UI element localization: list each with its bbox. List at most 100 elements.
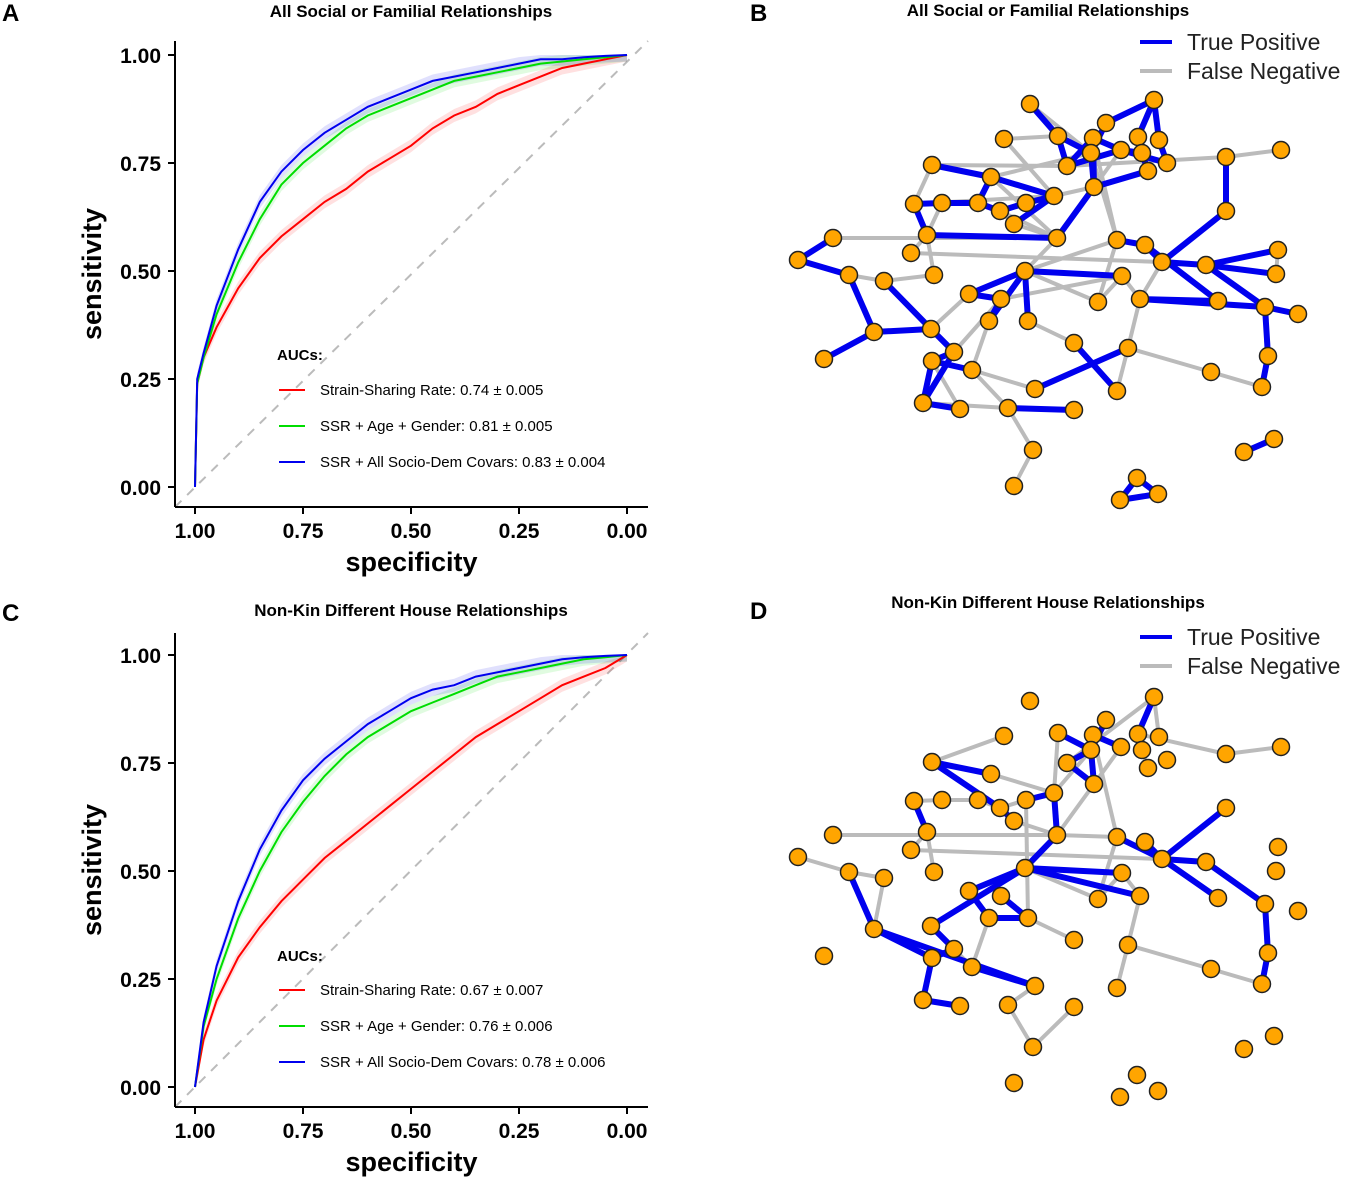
network-node: [1130, 289, 1150, 309]
network-node: [1138, 161, 1158, 181]
y-tick-label: 0.75: [120, 753, 161, 776]
network-node: [1271, 140, 1291, 160]
edge-false-negative: [1000, 274, 1123, 301]
x-tick-label: 0.25: [499, 520, 540, 543]
network-node: [1128, 724, 1148, 744]
legend-false-negative-b: False Negative: [1187, 58, 1340, 84]
network-node: [1081, 143, 1101, 163]
chart-title-c: Non-Kin Different House Relationships: [254, 601, 568, 620]
edge-true-positive: [1205, 247, 1279, 268]
network-node: [1047, 825, 1067, 845]
edge-true-positive: [931, 162, 992, 180]
network-node: [823, 228, 843, 248]
network-node: [1148, 484, 1168, 504]
edge-true-positive: [971, 964, 1036, 989]
edge-false-negative: [971, 368, 1036, 391]
network-node: [1018, 908, 1038, 928]
edge-false-negative: [990, 772, 1055, 795]
network-node: [1118, 935, 1138, 955]
network-node: [864, 919, 884, 939]
network-node: [814, 946, 834, 966]
network-node: [959, 881, 979, 901]
edge-false-negative: [1096, 239, 1119, 303]
edge-true-positive: [1007, 405, 1075, 413]
network-panel-b: B All Social or Familial Relationships T…: [750, 0, 1340, 510]
network-node: [998, 398, 1018, 418]
network-node: [1023, 1037, 1043, 1057]
y-tick-label: 0.00: [120, 1077, 161, 1100]
network-node: [1112, 863, 1132, 883]
edge-false-negative: [931, 734, 1005, 764]
network-node: [932, 193, 952, 213]
network-node: [950, 996, 970, 1016]
network-node: [922, 752, 942, 772]
network-node: [1112, 266, 1132, 286]
network-node: [1288, 901, 1308, 921]
y-tick-label: 0.00: [120, 477, 161, 500]
network-node: [1111, 140, 1131, 160]
panel-letter-d: D: [750, 598, 767, 625]
legend-false-negative-d: False Negative: [1187, 653, 1340, 679]
network-node: [990, 798, 1010, 818]
edge-true-positive: [990, 174, 1055, 199]
network-node: [1047, 228, 1067, 248]
network-node: [864, 322, 884, 342]
roc-curve-series-3: [194, 54, 628, 488]
network-node: [1083, 725, 1103, 745]
legend-entry-series-3: SSR + All Socio-Dem Covars: 0.83 ± 0.004: [320, 454, 605, 471]
network-node: [1255, 297, 1275, 317]
edge-false-negative: [1127, 346, 1212, 374]
x-tick-label: 0.50: [391, 1120, 432, 1143]
network-node: [998, 995, 1018, 1015]
network-node: [1135, 832, 1155, 852]
edge-true-positive: [1204, 859, 1267, 907]
edge-true-positive: [881, 278, 934, 332]
roc-curves-a: 0.00 0.25 0.50 0.75 1.00 1.00 0.75 0.50 0.25 0.00…: [77, 40, 649, 577]
x-tick-label: 1.00: [175, 1120, 216, 1143]
network-node: [1023, 440, 1043, 460]
y-tick-label: 0.25: [120, 969, 161, 992]
edge-true-positive: [1093, 168, 1149, 190]
edge-false-negative: [1056, 833, 1118, 839]
roc-curve-series-1: [194, 54, 628, 488]
edge-true-positive: [873, 326, 932, 335]
edge-true-positive: [1054, 185, 1097, 240]
edge-true-positive: [822, 329, 876, 362]
chart-title-a: All Social or Familial Relationships: [270, 2, 552, 21]
confidence-band-1: [195, 55, 627, 487]
network-node: [1111, 737, 1131, 757]
network-node: [922, 155, 942, 175]
network-node: [1148, 1081, 1168, 1101]
network-node: [1266, 264, 1286, 284]
network-node: [922, 351, 942, 371]
network-node: [904, 791, 924, 811]
network-node: [994, 129, 1014, 149]
edge-true-positive: [1033, 345, 1130, 392]
edge-true-positive: [1204, 262, 1267, 310]
network-node: [1048, 126, 1068, 146]
edge-false-negative: [999, 209, 1058, 240]
network-node: [1015, 261, 1035, 281]
roc-curve-series-2: [194, 654, 628, 1088]
x-axis-title: specificity: [345, 1147, 477, 1177]
y-tick-label: 1.00: [120, 645, 161, 668]
legend-entry-series-1: Strain-Sharing Rate: 0.67 ± 0.007: [320, 982, 543, 999]
network-node: [839, 265, 859, 285]
edge-false-negative: [1031, 1005, 1076, 1049]
edge-true-positive: [929, 865, 1027, 929]
x-tick-label: 0.75: [283, 1120, 324, 1143]
x-tick-label: 0.00: [607, 520, 648, 543]
network-node: [1081, 740, 1101, 760]
x-tick-label: 1.00: [175, 520, 216, 543]
roc-curves-c: 0.00 0.25 0.50 0.75 1.00 1.00 0.75 0.50 0.25 0.00…: [77, 632, 649, 1177]
y-tick-label: 0.25: [120, 369, 161, 392]
network-node: [1004, 214, 1024, 234]
x-tick-label: 0.75: [283, 520, 324, 543]
edge-false-negative: [1127, 943, 1212, 971]
network-node: [1130, 886, 1150, 906]
auc-legend-title-c: AUCs:: [277, 948, 323, 965]
network-node: [1064, 400, 1084, 420]
edge-true-positive: [1071, 340, 1120, 394]
network-node: [1127, 468, 1147, 488]
